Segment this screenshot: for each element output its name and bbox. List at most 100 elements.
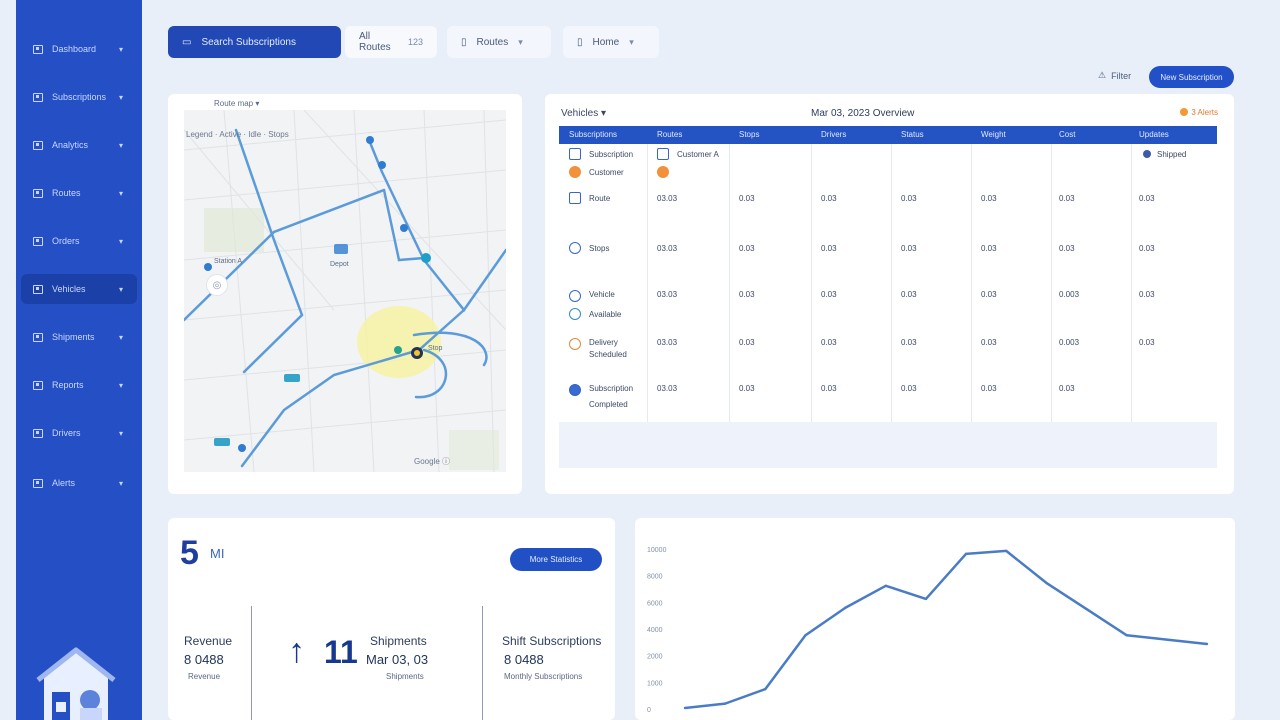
cell: Delivery (589, 338, 618, 347)
column-header[interactable]: Drivers (821, 130, 847, 139)
card-icon (569, 192, 581, 204)
cell: 0.003 (1059, 290, 1080, 299)
cell: 0.03 (821, 194, 837, 203)
cell: 0.03 (1059, 194, 1075, 203)
cell: 0.03 (739, 338, 755, 347)
house-illustration-icon (36, 647, 116, 720)
sidebar-item-analytics[interactable]: Analytics ▾ (21, 130, 137, 160)
data-point[interactable] (1165, 638, 1169, 641)
cell: 0.03 (981, 384, 997, 393)
routes-filter[interactable]: ▯ Routes ▾ (447, 26, 551, 58)
sidebar-item-label: Routes (52, 188, 81, 198)
all-routes-filter[interactable]: All Routes 123 (345, 26, 437, 58)
column-divider (729, 144, 730, 434)
sidebar-item-vehicles[interactable]: Vehicles ▾ (21, 274, 137, 304)
data-point[interactable] (964, 552, 968, 556)
sidebar-item-reports[interactable]: Reports ▾ (21, 370, 137, 400)
alerts-note[interactable]: 3 Alerts (1180, 108, 1218, 117)
table-row[interactable]: Stops 03.03 0.03 0.03 0.03 0.03 0.03 0.0… (559, 240, 1217, 280)
y-tick-label: 10000 (647, 547, 667, 554)
sidebar-item-routes[interactable]: Routes ▾ (21, 178, 137, 208)
data-point[interactable] (924, 597, 928, 601)
vehicles-dropdown[interactable]: Vehicles ▾ (561, 108, 607, 119)
table-title: Mar 03, 2023 Overview (811, 108, 915, 119)
chevron-down-icon: ▾ (118, 188, 123, 198)
chevron-down-icon: ▾ (118, 428, 123, 438)
big-number: 5 (180, 534, 199, 572)
sidebar-item-shipments[interactable]: Shipments ▾ (21, 322, 137, 352)
data-point[interactable] (764, 687, 767, 691)
sidebar-item-label: Dashboard (52, 44, 97, 54)
filter-label: Home (592, 36, 620, 48)
column-header[interactable]: Stops (739, 130, 760, 139)
sidebar-item-alerts[interactable]: Alerts ▾ (21, 468, 137, 498)
cell: Subscription (589, 150, 634, 159)
data-point[interactable] (1085, 607, 1088, 611)
cell: 0.03 (1139, 194, 1155, 203)
revenue-sub: Revenue (188, 672, 221, 681)
sidebar-item-orders[interactable]: Orders ▾ (21, 226, 137, 256)
alert-dot-icon (1180, 108, 1189, 116)
stat-divider (251, 606, 252, 720)
cell: Stops (589, 244, 610, 253)
table-row[interactable]: Subscription Completed 03.03 0.03 0.03 0… (559, 380, 1217, 422)
cell: Customer (589, 168, 624, 177)
chevron-down-icon: ▾ (518, 36, 523, 47)
data-point[interactable] (683, 706, 687, 710)
table-row[interactable]: Route 03.03 0.03 0.03 0.03 0.03 0.03 0.0… (559, 192, 1217, 232)
search-subscriptions-filter[interactable]: ▭ Search Subscriptions (168, 26, 341, 58)
cell: 0.03 (739, 384, 755, 393)
column-header[interactable]: Weight (981, 130, 1006, 139)
sidebar-item-label: Alerts (52, 478, 76, 488)
sidebar-item-subscriptions[interactable]: Subscriptions ▾ (21, 82, 137, 112)
y-tick-label: 8000 (647, 574, 663, 581)
column-divider (1131, 144, 1132, 434)
grid-icon (33, 188, 43, 198)
table-row[interactable]: Subscription Customer Customer A Shipped (559, 148, 1217, 188)
map-parks (204, 208, 499, 470)
data-point[interactable] (1005, 549, 1008, 553)
sidebar-item-dashboard[interactable]: Dashboard ▾ (21, 34, 137, 64)
cell: 0.003 (1059, 338, 1080, 347)
subscriptions-value: 8 0488 (504, 652, 544, 667)
column-header[interactable]: Cost (1059, 130, 1076, 139)
data-point[interactable] (804, 634, 807, 637)
map-title[interactable]: Route map ▾ (214, 99, 260, 108)
data-point[interactable] (844, 606, 847, 609)
column-divider (811, 144, 812, 434)
column-header[interactable]: Routes (657, 130, 683, 139)
map-attribution: Google ⓘ (414, 457, 451, 466)
sidebar-item-drivers[interactable]: Drivers ▾ (21, 418, 137, 448)
column-header[interactable]: Updates (1139, 130, 1169, 139)
home-filter[interactable]: ▯ Home ▾ (563, 26, 659, 58)
stat-divider (482, 606, 483, 720)
table-row[interactable]: Delivery Scheduled 03.03 0.03 0.03 0.03 … (559, 334, 1217, 376)
data-point[interactable] (884, 584, 887, 588)
y-tick-label: 1000 (647, 680, 663, 687)
new-subscription-button[interactable]: New Subscription (1149, 66, 1234, 88)
route-map[interactable]: Station A Depot Stop ◎ (184, 110, 506, 472)
cell: 0.03 (739, 194, 755, 203)
cell: Shipped (1157, 150, 1187, 159)
filter-link[interactable]: ⚠ Filter (1098, 70, 1131, 81)
vehicles-table: Subscriptions Routes Stops Drivers Statu… (559, 126, 1217, 471)
column-header[interactable]: Status (901, 130, 924, 139)
cell: Completed (589, 400, 628, 409)
data-point[interactable] (723, 702, 727, 705)
data-point[interactable] (1045, 581, 1048, 585)
locate-icon[interactable]: ◎ (206, 274, 228, 296)
sidebar: Dashboard ▾ Subscriptions ▾ Analytics ▾ Rou… (16, 0, 142, 720)
cell: 0.03 (981, 244, 997, 253)
stop-icon (569, 242, 581, 254)
map-pins (204, 136, 431, 452)
grid-icon (33, 428, 43, 438)
data-point[interactable] (1205, 642, 1209, 646)
column-header[interactable]: Subscriptions (569, 130, 618, 139)
table-row[interactable]: Vehicle Available 03.03 0.03 0.03 0.03 0… (559, 286, 1217, 328)
chevron-down-icon: ▾ (118, 332, 123, 342)
data-point[interactable] (1125, 634, 1128, 637)
more-statistics-button[interactable]: More Statistics (510, 548, 602, 571)
y-tick-label: 6000 (647, 600, 663, 607)
cell: 0.03 (821, 244, 837, 253)
